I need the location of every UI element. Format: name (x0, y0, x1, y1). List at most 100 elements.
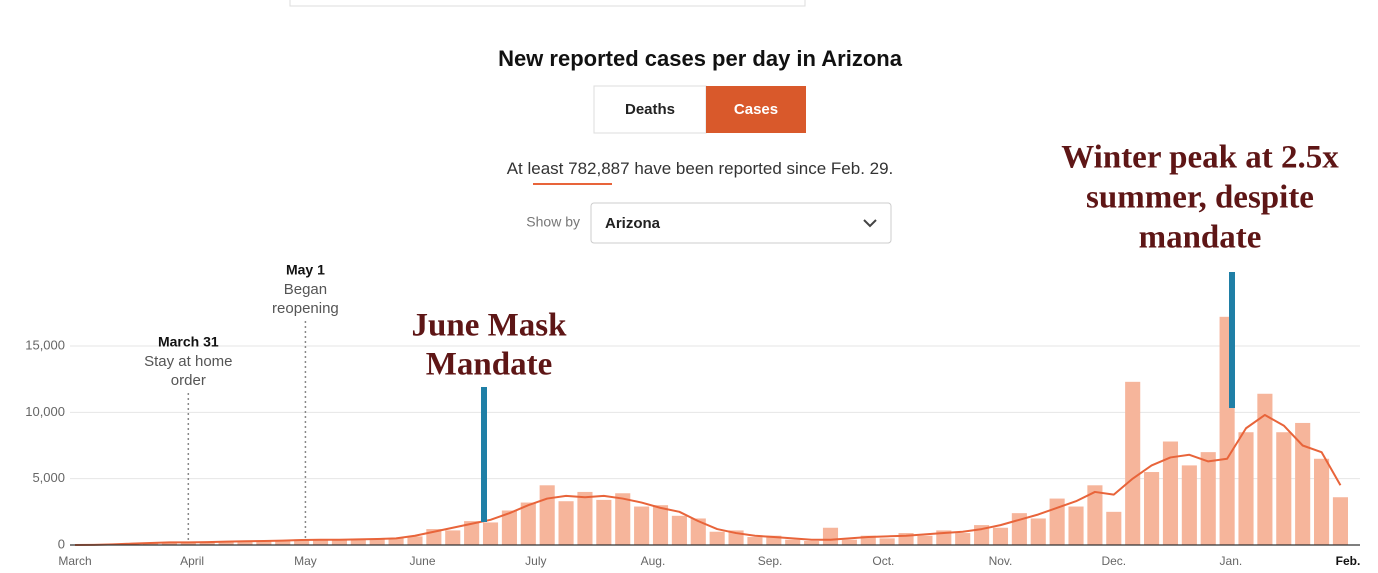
dropdown-value[interactable]: Arizona (605, 215, 661, 232)
x-tick-label: Oct. (872, 554, 894, 568)
bar (747, 537, 763, 545)
y-tick-label: 0 (58, 536, 65, 551)
bar (199, 542, 215, 545)
bar (634, 506, 650, 545)
bar (407, 536, 423, 545)
bar (369, 538, 385, 545)
bar (1276, 432, 1292, 545)
bar (482, 522, 499, 545)
bar (1125, 381, 1141, 545)
x-tick-label: Sep. (758, 554, 783, 568)
bar (804, 541, 820, 545)
bar (501, 510, 517, 545)
bar (464, 521, 480, 545)
toggle-cases[interactable] (706, 86, 806, 133)
x-tick-label: Feb. (1336, 554, 1361, 568)
bar (577, 491, 593, 545)
bar (1068, 506, 1084, 545)
bar (1295, 422, 1311, 545)
annotation-title: March 31 (158, 334, 219, 350)
x-tick-label: Jan. (1220, 554, 1243, 568)
bar (860, 535, 876, 545)
bar (331, 539, 347, 545)
bar (917, 535, 933, 545)
bar (709, 531, 725, 545)
callout-text: Mandate (426, 347, 553, 383)
x-tick-label: April (180, 554, 204, 568)
bar (218, 541, 234, 545)
bar (822, 527, 839, 545)
toggle-label[interactable]: Deaths (625, 101, 675, 118)
annotation-text: Began (284, 281, 327, 298)
bar (294, 539, 310, 545)
bar (690, 518, 706, 545)
bar (161, 542, 177, 545)
callout-text: Winter peak at 2.5x (1061, 140, 1339, 176)
bar (1238, 432, 1254, 545)
bar (237, 541, 253, 545)
x-tick-label: March (58, 554, 91, 568)
summary-count: 782,887 (568, 159, 629, 178)
bar (350, 539, 366, 545)
bar (312, 539, 329, 545)
bar (388, 538, 404, 545)
bar (1106, 511, 1122, 545)
bar (520, 502, 536, 545)
metric-toggle: Deaths Cases (593, 85, 806, 134)
bar (1314, 458, 1330, 545)
bar (1087, 485, 1103, 545)
cropped-element (289, 0, 806, 7)
bar (1181, 465, 1197, 545)
bar (445, 530, 461, 545)
x-tick-label: May (294, 554, 317, 568)
bar (1162, 441, 1179, 545)
annotation-text: Stay at home (144, 353, 232, 370)
bar (1144, 472, 1160, 545)
y-tick-label: 15,000 (25, 337, 65, 352)
callout-text: summer, despite (1086, 180, 1314, 216)
annotation-text: reopening (272, 300, 339, 317)
bar (539, 485, 555, 545)
x-tick-label: June (410, 554, 436, 568)
bar (256, 540, 272, 545)
x-tick-label: July (525, 554, 546, 568)
callout-text: June Mask (412, 308, 568, 344)
summary-suffix: have been reported since Feb. 29. (634, 159, 893, 178)
show-by-label: Show by (526, 214, 580, 230)
summary: At least 782,887 have been reported sinc… (507, 159, 894, 178)
bar (275, 541, 291, 545)
bar (596, 499, 612, 545)
bar (992, 527, 1009, 545)
bar (615, 493, 631, 545)
callout-pointer (1229, 272, 1235, 408)
bar (652, 505, 669, 545)
bar (671, 515, 687, 545)
toggle-label[interactable]: Cases (734, 101, 778, 118)
bar (879, 538, 895, 545)
bar (558, 501, 574, 545)
x-tick-label: Aug. (641, 554, 666, 568)
bar (1030, 518, 1046, 545)
annotation-text: order (171, 372, 206, 389)
annotation-title: May 1 (286, 262, 325, 278)
callout-pointer (481, 387, 487, 522)
callout-text: mandate (1139, 220, 1262, 256)
bar (1332, 497, 1348, 545)
bar (955, 533, 971, 545)
dropdown[interactable] (590, 202, 892, 244)
toggle-deaths[interactable] (593, 85, 707, 134)
bar (785, 539, 801, 545)
bar (1257, 393, 1273, 545)
bar (766, 535, 782, 545)
y-tick-label: 10,000 (25, 404, 65, 419)
summary-prefix: At least (507, 159, 564, 178)
y-tick-label: 5,000 (32, 470, 65, 485)
bar (898, 533, 914, 545)
bar (1200, 452, 1216, 545)
x-tick-label: Dec. (1101, 554, 1126, 568)
dropdown-chevron[interactable] (863, 219, 877, 228)
chart-title: New reported cases per day in Arizona (498, 46, 903, 71)
x-tick-label: Nov. (989, 554, 1013, 568)
bar (841, 539, 857, 545)
